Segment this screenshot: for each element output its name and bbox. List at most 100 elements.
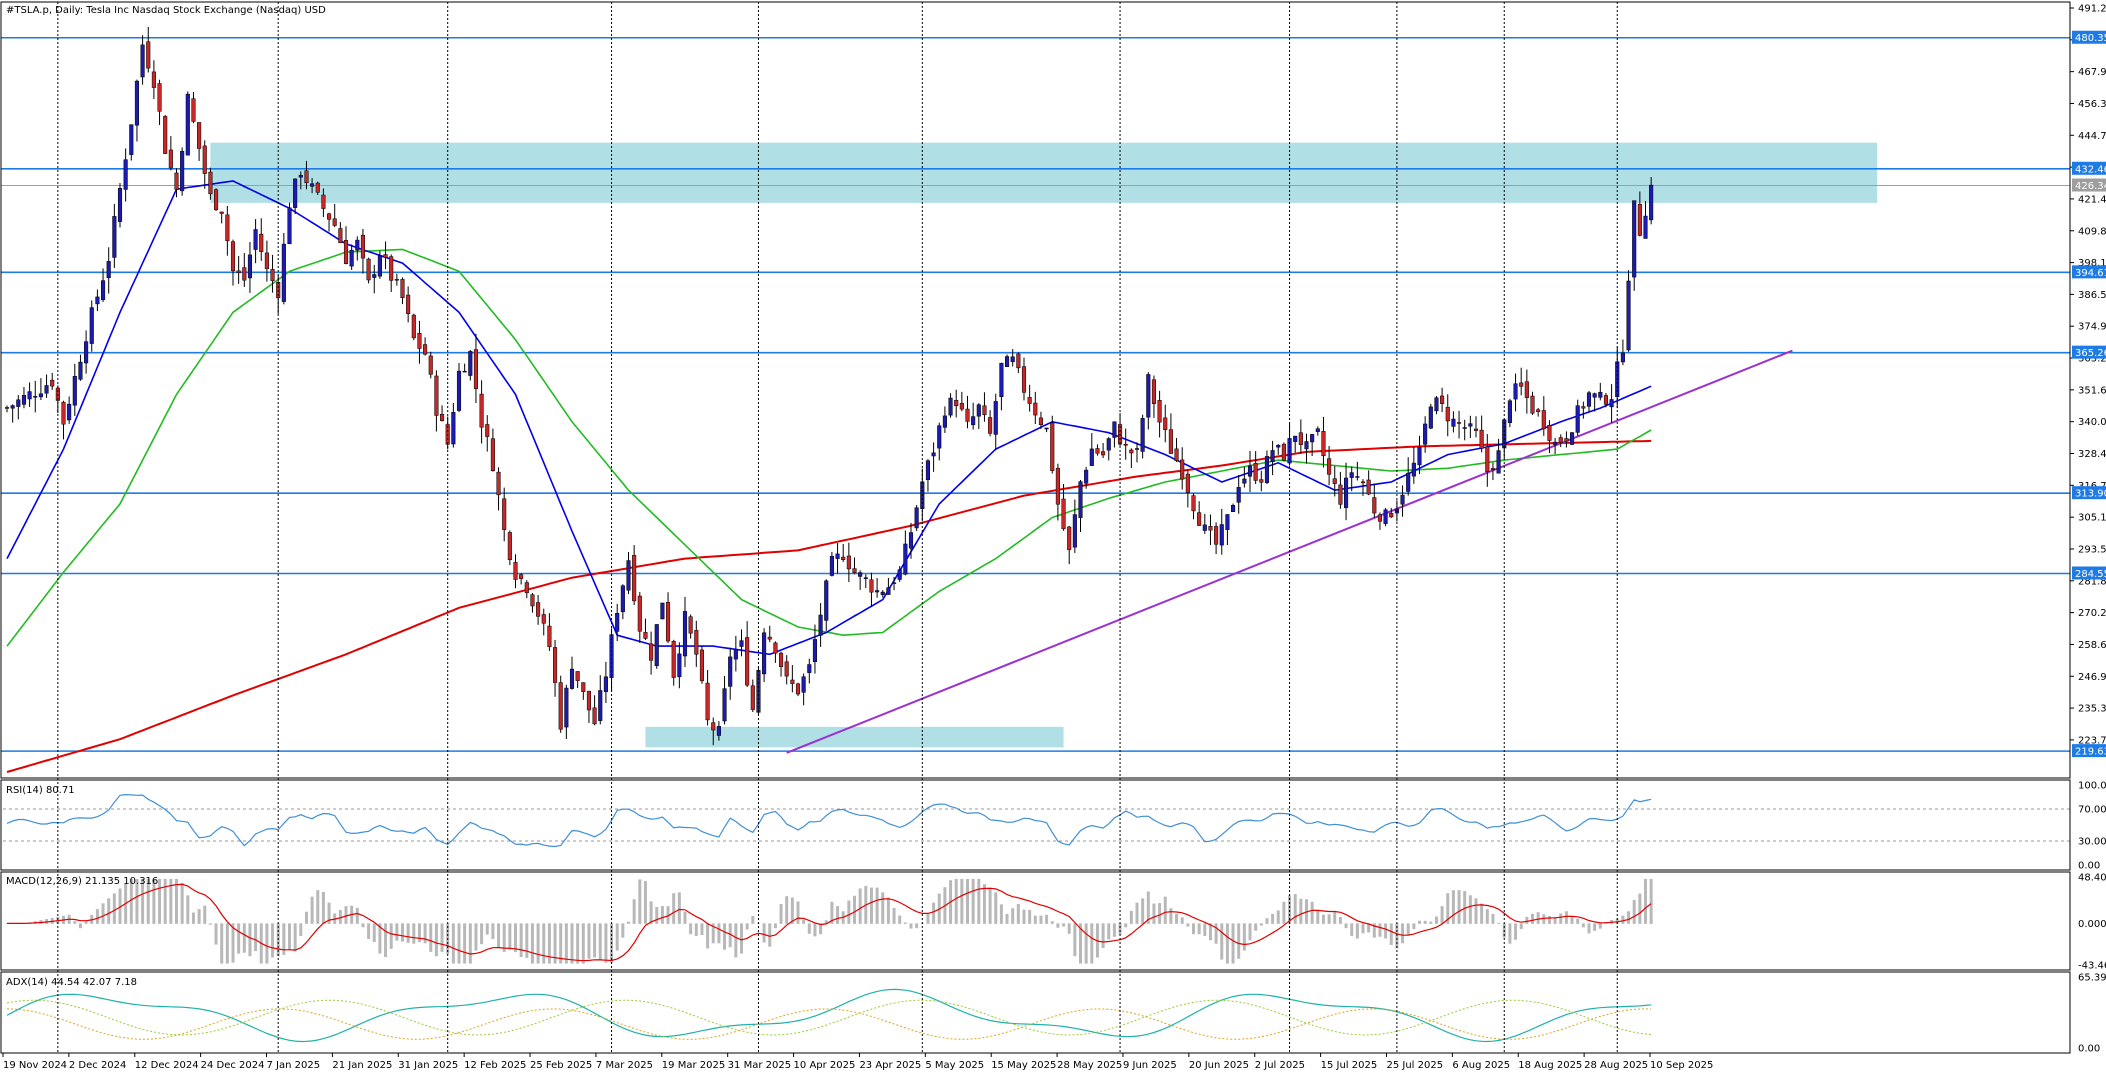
candle[interactable]	[400, 277, 405, 305]
candle[interactable]	[236, 255, 241, 284]
candle[interactable]	[1327, 445, 1332, 486]
candle[interactable]	[1197, 501, 1202, 526]
candle[interactable]	[490, 428, 495, 472]
candle[interactable]	[1383, 508, 1388, 527]
candle[interactable]	[722, 676, 727, 725]
candle[interactable]	[1180, 447, 1185, 490]
candle[interactable]	[1570, 431, 1575, 446]
candle[interactable]	[293, 178, 298, 215]
candle[interactable]	[553, 639, 558, 697]
candle[interactable]	[959, 391, 964, 412]
candle[interactable]	[140, 35, 145, 85]
candle[interactable]	[801, 673, 806, 706]
candle[interactable]	[146, 26, 151, 73]
candle[interactable]	[434, 370, 439, 432]
candle[interactable]	[1061, 483, 1066, 531]
candle[interactable]	[129, 124, 134, 161]
candle[interactable]	[1620, 339, 1625, 366]
candle[interactable]	[536, 594, 541, 625]
candle[interactable]	[1202, 513, 1207, 534]
candle[interactable]	[451, 402, 456, 448]
candle[interactable]	[112, 204, 117, 268]
candle[interactable]	[423, 337, 428, 356]
candle[interactable]	[1609, 384, 1614, 423]
candle[interactable]	[72, 363, 77, 416]
candle[interactable]	[1598, 382, 1603, 401]
candle[interactable]	[456, 363, 462, 413]
candle[interactable]	[372, 264, 377, 294]
candle[interactable]	[27, 382, 32, 407]
candle[interactable]	[84, 330, 89, 374]
candle[interactable]	[230, 239, 236, 286]
candle[interactable]	[440, 405, 445, 422]
candle[interactable]	[575, 671, 580, 689]
candle[interactable]	[95, 289, 100, 312]
candle[interactable]	[739, 629, 744, 657]
candle[interactable]	[406, 286, 411, 323]
candle[interactable]	[1005, 354, 1010, 367]
candle[interactable]	[1496, 438, 1501, 474]
candle[interactable]	[123, 148, 128, 202]
candle[interactable]	[1140, 414, 1145, 459]
candle[interactable]	[1038, 411, 1044, 429]
candle[interactable]	[858, 570, 863, 590]
candle[interactable]	[1507, 398, 1512, 428]
candle[interactable]	[1541, 396, 1546, 436]
candle[interactable]	[10, 404, 15, 423]
candle[interactable]	[287, 202, 292, 245]
candle[interactable]	[1146, 372, 1151, 430]
candle[interactable]	[1632, 200, 1637, 291]
candle[interactable]	[581, 682, 586, 700]
candle[interactable]	[1536, 407, 1541, 417]
candle[interactable]	[620, 584, 625, 620]
candle[interactable]	[1310, 434, 1315, 456]
candle[interactable]	[903, 530, 908, 576]
candle[interactable]	[1360, 479, 1366, 496]
candle[interactable]	[773, 641, 778, 663]
candle[interactable]	[779, 651, 784, 677]
candle[interactable]	[1106, 437, 1111, 461]
candle[interactable]	[168, 136, 173, 171]
candle[interactable]	[1276, 444, 1281, 455]
candle[interactable]	[1084, 466, 1089, 489]
candle[interactable]	[377, 250, 382, 279]
candle[interactable]	[157, 79, 162, 125]
candle[interactable]	[1479, 415, 1484, 453]
candle[interactable]	[513, 554, 518, 589]
candle[interactable]	[632, 545, 637, 605]
candle[interactable]	[321, 188, 326, 217]
candle[interactable]	[745, 621, 750, 687]
candle[interactable]	[1440, 387, 1445, 413]
candle[interactable]	[208, 167, 213, 200]
candle[interactable]	[1163, 404, 1168, 443]
candle[interactable]	[417, 320, 422, 364]
candle[interactable]	[925, 459, 931, 492]
candle[interactable]	[699, 646, 705, 684]
candle[interactable]	[242, 253, 247, 287]
candle[interactable]	[976, 403, 981, 429]
candle[interactable]	[338, 222, 343, 244]
candle[interactable]	[626, 552, 631, 595]
candle[interactable]	[214, 188, 219, 211]
candle[interactable]	[1411, 446, 1416, 484]
candle[interactable]	[999, 362, 1004, 411]
candle[interactable]	[315, 181, 320, 195]
candle[interactable]	[1231, 503, 1236, 513]
candle[interactable]	[530, 593, 535, 613]
candle[interactable]	[1021, 357, 1027, 401]
candle[interactable]	[411, 313, 416, 341]
candle[interactable]	[1637, 191, 1642, 237]
candle[interactable]	[101, 268, 106, 302]
candle[interactable]	[78, 354, 83, 381]
candle[interactable]	[1151, 375, 1157, 418]
candle[interactable]	[637, 592, 642, 644]
candle[interactable]	[586, 690, 592, 723]
candle[interactable]	[942, 406, 947, 433]
candle[interactable]	[863, 574, 868, 589]
candle[interactable]	[677, 642, 682, 689]
candle[interactable]	[1586, 390, 1592, 413]
candle[interactable]	[705, 670, 710, 726]
candle[interactable]	[180, 147, 185, 196]
candle[interactable]	[1349, 466, 1354, 492]
